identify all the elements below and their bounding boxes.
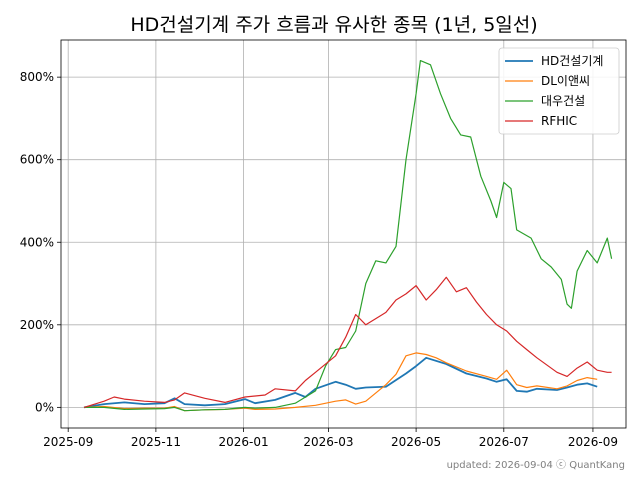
legend-label: 대우건설 — [541, 94, 585, 108]
legend-label: RFHIC — [541, 114, 577, 128]
legend-label: HD건설기계 — [541, 54, 603, 68]
y-tick-label: 400% — [20, 235, 54, 249]
y-tick-label: 200% — [20, 318, 54, 332]
x-tick-label: 2025-11 — [131, 435, 181, 449]
series-line-0 — [83, 356, 598, 409]
x-tick-label: 2026-09 — [568, 435, 618, 449]
x-tick-label: 2025-09 — [43, 435, 93, 449]
plot-frame — [60, 39, 627, 429]
x-tick-label: 2026-01 — [219, 435, 269, 449]
legend-box — [498, 47, 620, 135]
chart-title: HD건설기계 주가 흐름과 유사한 종목 (1년, 5일선) — [130, 14, 537, 36]
x-tick-label: 2026-05 — [391, 435, 441, 449]
legend-label: DL이앤씨 — [541, 74, 590, 88]
x-tick-label: 2026-03 — [303, 435, 353, 449]
series-line-2 — [84, 60, 613, 412]
y-tick-label: 0% — [35, 400, 54, 414]
y-tick-label: 800% — [20, 70, 54, 84]
x-tick-label: 2026-07 — [479, 435, 529, 449]
series-line-3 — [83, 276, 612, 408]
footer-text: updated: 2026-09-04 ⓒ QuantKang — [447, 459, 625, 471]
y-tick-label: 600% — [20, 153, 54, 167]
